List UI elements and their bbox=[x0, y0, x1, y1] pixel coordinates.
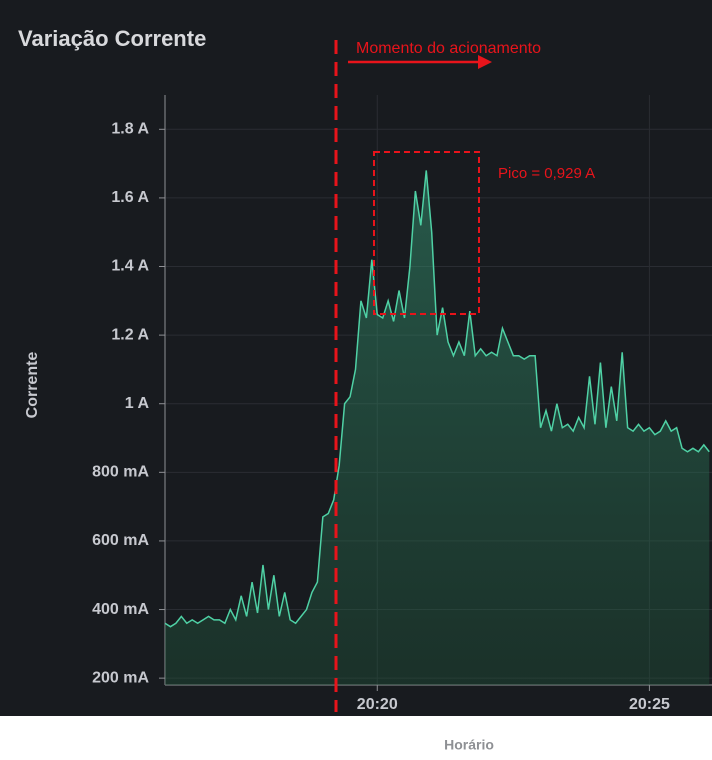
y-tick-label: 400 mA bbox=[92, 601, 149, 618]
y-tick-label: 600 mA bbox=[92, 532, 149, 549]
y-tick-label: 200 mA bbox=[92, 669, 149, 686]
x-tick-label: 20:20 bbox=[357, 696, 398, 713]
plot: 200 mA 400 mA 600 mA 800 mA 1 A 1.2 A 1.4 A 1.6… bbox=[92, 95, 712, 713]
y-tick-label: 1.6 A bbox=[111, 189, 149, 206]
x-tick-label: 20:25 bbox=[629, 696, 670, 713]
peak-box bbox=[373, 151, 480, 315]
arrow-head bbox=[478, 55, 492, 69]
y-tick-label: 1.2 A bbox=[111, 326, 149, 343]
y-tick-label: 1.4 A bbox=[111, 258, 149, 275]
y-tick-label: 800 mA bbox=[92, 464, 149, 481]
series-line bbox=[164, 170, 710, 628]
annotation: Pico = 0,929 A bbox=[498, 165, 595, 182]
x-axis-label: Horário bbox=[444, 737, 494, 753]
chart-title: Variação Corrente bbox=[18, 26, 206, 51]
y-axis-label: Corrente bbox=[24, 352, 41, 419]
y-tick-label: 1 A bbox=[125, 395, 150, 412]
area bbox=[165, 170, 710, 686]
y-tick-label: 1.8 A bbox=[111, 121, 149, 138]
annotation: Momento do acionamento bbox=[356, 40, 541, 57]
